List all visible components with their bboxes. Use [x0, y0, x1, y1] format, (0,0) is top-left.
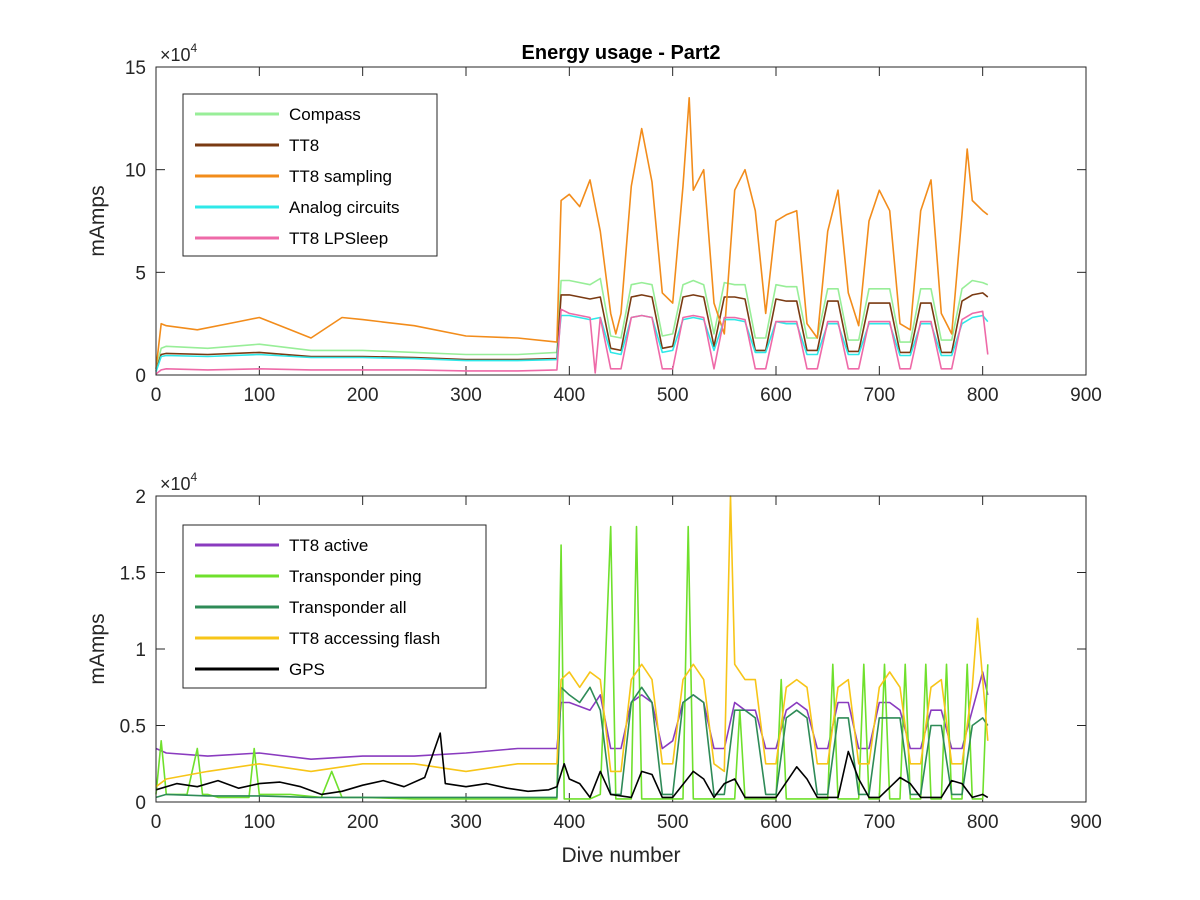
- y-tick-label: 5: [135, 263, 146, 284]
- top-y-exponent: ×104: [160, 41, 198, 65]
- x-tick-label: 500: [657, 385, 689, 406]
- x-tick-label: 100: [243, 385, 275, 406]
- x-tick-label: 300: [450, 385, 482, 406]
- series-line: [155, 292, 989, 372]
- top-y-tick-labels: 0 5 10 15: [125, 58, 146, 387]
- top-x-tick-labels: 0 100 200 300 400 500 600 700 800 900: [151, 385, 1102, 406]
- bottom-y-axis-label: mAmps: [86, 613, 109, 684]
- top-series-lines: [155, 97, 989, 375]
- bottom-exponent-power: 4: [191, 470, 198, 484]
- top-exponent-base: ×10: [160, 45, 191, 65]
- bottom-x-tick-labels: 0 100 200 300 400 500 600 700 800 900: [151, 812, 1102, 833]
- top-y-axis-label: mAmps: [86, 185, 109, 256]
- legend-entry: Transponder ping: [289, 567, 422, 586]
- top-plot-frame: [155, 66, 1087, 376]
- legend-box: [182, 524, 487, 689]
- x-tick-label: 100: [243, 812, 275, 833]
- x-tick-label: 300: [450, 812, 482, 833]
- y-tick-label: 1.5: [120, 564, 146, 585]
- legend-entry: Transponder all: [289, 598, 407, 617]
- x-tick-label: 800: [967, 385, 999, 406]
- legend-entry: TT8 LPSleep: [289, 229, 388, 248]
- y-tick-label: 0: [135, 366, 146, 387]
- y-tick-label: 0: [135, 793, 146, 814]
- series-line: [155, 277, 989, 369]
- x-tick-label: 0: [151, 812, 162, 833]
- y-tick-label: 10: [125, 161, 146, 182]
- series-line: [155, 686, 989, 799]
- x-tick-label: 0: [151, 385, 162, 406]
- bottom-chart: 0 100 200 300 400 500 600 700 800 900 0 0.5 1 1.5 2 D…: [86, 470, 1102, 867]
- y-tick-label: 0.5: [120, 717, 146, 738]
- x-tick-label: 400: [553, 812, 585, 833]
- bottom-y-exponent: ×104: [160, 470, 198, 494]
- y-tick-label: 2: [135, 487, 146, 508]
- legend-entry: Compass: [289, 105, 361, 124]
- series-line: [155, 97, 989, 369]
- legend-entry: GPS: [289, 660, 325, 679]
- y-tick-label: 15: [125, 58, 146, 79]
- series-line: [155, 732, 989, 799]
- top-legend: Compass TT8 TT8 sampling Analog circuits TT8…: [182, 93, 438, 257]
- top-exponent-power: 4: [191, 41, 198, 55]
- series-line: [155, 525, 989, 800]
- chart-title: Energy usage - Part2: [522, 42, 721, 64]
- legend-entry: Analog circuits: [289, 198, 400, 217]
- series-line: [155, 308, 989, 375]
- y-tick-label: 1: [135, 640, 146, 661]
- x-tick-label: 400: [553, 385, 585, 406]
- x-tick-label: 200: [347, 385, 379, 406]
- x-tick-label: 500: [657, 812, 689, 833]
- x-tick-label: 200: [347, 812, 379, 833]
- x-tick-label: 700: [863, 385, 895, 406]
- x-tick-label: 800: [967, 812, 999, 833]
- x-tick-label: 900: [1070, 385, 1102, 406]
- bottom-y-tick-labels: 0 0.5 1 1.5 2: [120, 487, 146, 814]
- bottom-plot-frame: [155, 495, 1087, 803]
- x-tick-label: 900: [1070, 812, 1102, 833]
- legend-entry: TT8 sampling: [289, 167, 392, 186]
- bottom-legend: TT8 active Transponder ping Transponder al…: [182, 524, 487, 689]
- bottom-x-axis-label: Dive number: [561, 844, 680, 867]
- legend-entry: TT8: [289, 136, 319, 155]
- bottom-exponent-base: ×10: [160, 474, 191, 494]
- legend-entry: TT8 active: [289, 536, 368, 555]
- legend-entry: TT8 accessing flash: [289, 629, 440, 648]
- x-tick-label: 700: [863, 812, 895, 833]
- top-chart: 0 100 200 300 400 500 600 700 800 900 0 5 10 15 Ener…: [86, 41, 1102, 406]
- x-tick-label: 600: [760, 385, 792, 406]
- x-tick-label: 600: [760, 812, 792, 833]
